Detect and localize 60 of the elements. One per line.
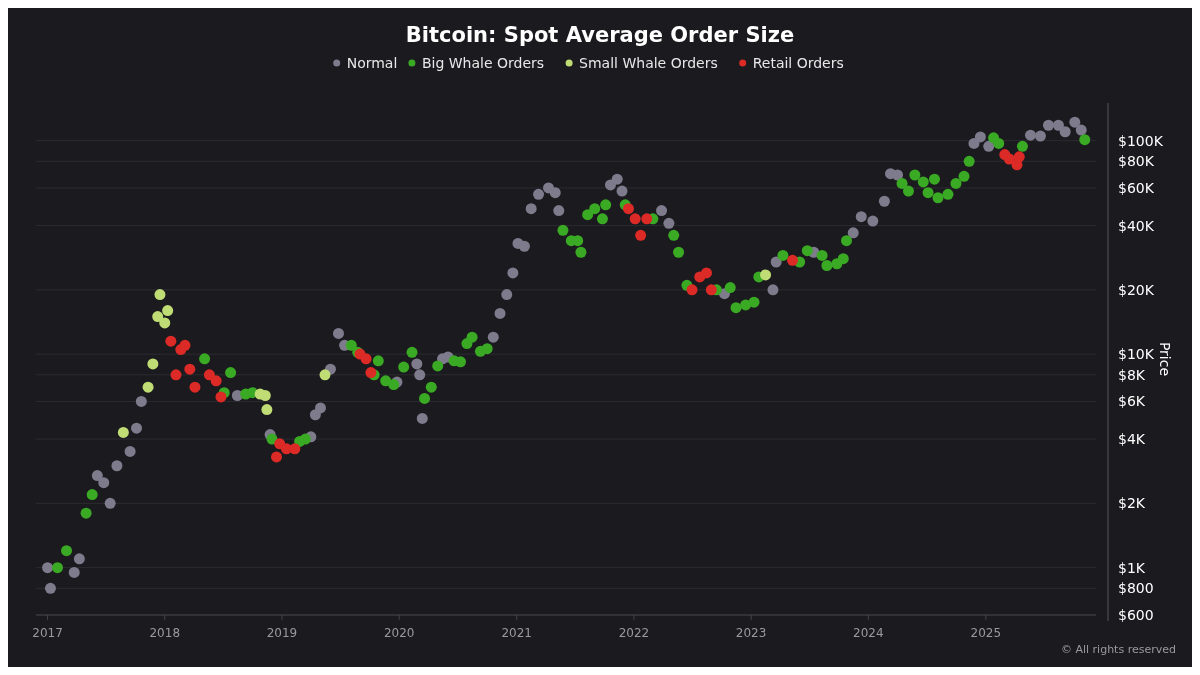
point xyxy=(289,443,301,455)
point xyxy=(184,363,196,375)
x-tick-label: 2018 xyxy=(149,626,181,640)
legend-label: Normal xyxy=(346,55,398,71)
y-tick-label: $40K xyxy=(1118,217,1155,234)
chart-title: Bitcoin: Spot Average Order Size xyxy=(405,23,795,47)
point xyxy=(117,426,129,438)
text: © All rights reserved xyxy=(1060,643,1176,656)
point xyxy=(319,369,331,381)
y-tick-label: $20K xyxy=(1118,281,1155,298)
point xyxy=(271,451,283,463)
point xyxy=(686,284,698,296)
x-tick-label: 2023 xyxy=(735,626,767,640)
y-tick-label: $600 xyxy=(1118,607,1154,623)
legend-label: Small Whale Orders xyxy=(579,55,718,71)
point xyxy=(165,335,177,347)
x-tick-label: 2022 xyxy=(618,626,650,640)
y-tick-label: $800 xyxy=(1118,580,1154,597)
x-tick-label: 2024 xyxy=(853,626,884,640)
point xyxy=(142,381,154,393)
legend-label: Big Whale Orders xyxy=(421,55,545,71)
y-tick-label: $1K xyxy=(1118,559,1146,576)
point xyxy=(152,311,164,323)
point xyxy=(179,339,191,351)
point xyxy=(760,269,772,281)
point xyxy=(261,404,273,416)
point xyxy=(147,358,159,370)
point xyxy=(629,213,641,225)
point xyxy=(189,381,201,393)
y-tick-label: $80K xyxy=(1118,153,1155,170)
point xyxy=(787,254,799,266)
point xyxy=(622,203,634,215)
point xyxy=(210,375,222,387)
point xyxy=(641,213,653,225)
y-tick-label: $10K xyxy=(1118,346,1155,363)
point xyxy=(1003,153,1015,165)
x-tick-label: 2017 xyxy=(32,626,63,640)
x-tick-label: 2025 xyxy=(970,626,1002,640)
y-tick-label: $2K xyxy=(1118,495,1146,512)
y-tick-label: $100K xyxy=(1118,132,1164,149)
point xyxy=(705,284,717,296)
point xyxy=(700,267,712,279)
y-axis-title: Price xyxy=(1157,341,1173,377)
point xyxy=(635,229,647,241)
point xyxy=(215,391,227,403)
point xyxy=(203,369,215,381)
point xyxy=(154,289,166,301)
x-tick-label: 2021 xyxy=(501,626,532,640)
point xyxy=(159,317,171,329)
y-tick-label: $6K xyxy=(1118,393,1146,410)
point xyxy=(162,305,174,317)
x-tick-label: 2019 xyxy=(266,626,298,640)
point xyxy=(1013,151,1025,163)
point xyxy=(360,353,372,365)
y-tick-label: $8K xyxy=(1118,366,1146,383)
y-tick-label: $60K xyxy=(1118,179,1155,196)
legend-label: Retail Orders xyxy=(752,55,844,71)
x-tick-label: 2020 xyxy=(383,626,415,640)
y-tick-label: $4K xyxy=(1118,431,1146,448)
point xyxy=(170,369,182,381)
